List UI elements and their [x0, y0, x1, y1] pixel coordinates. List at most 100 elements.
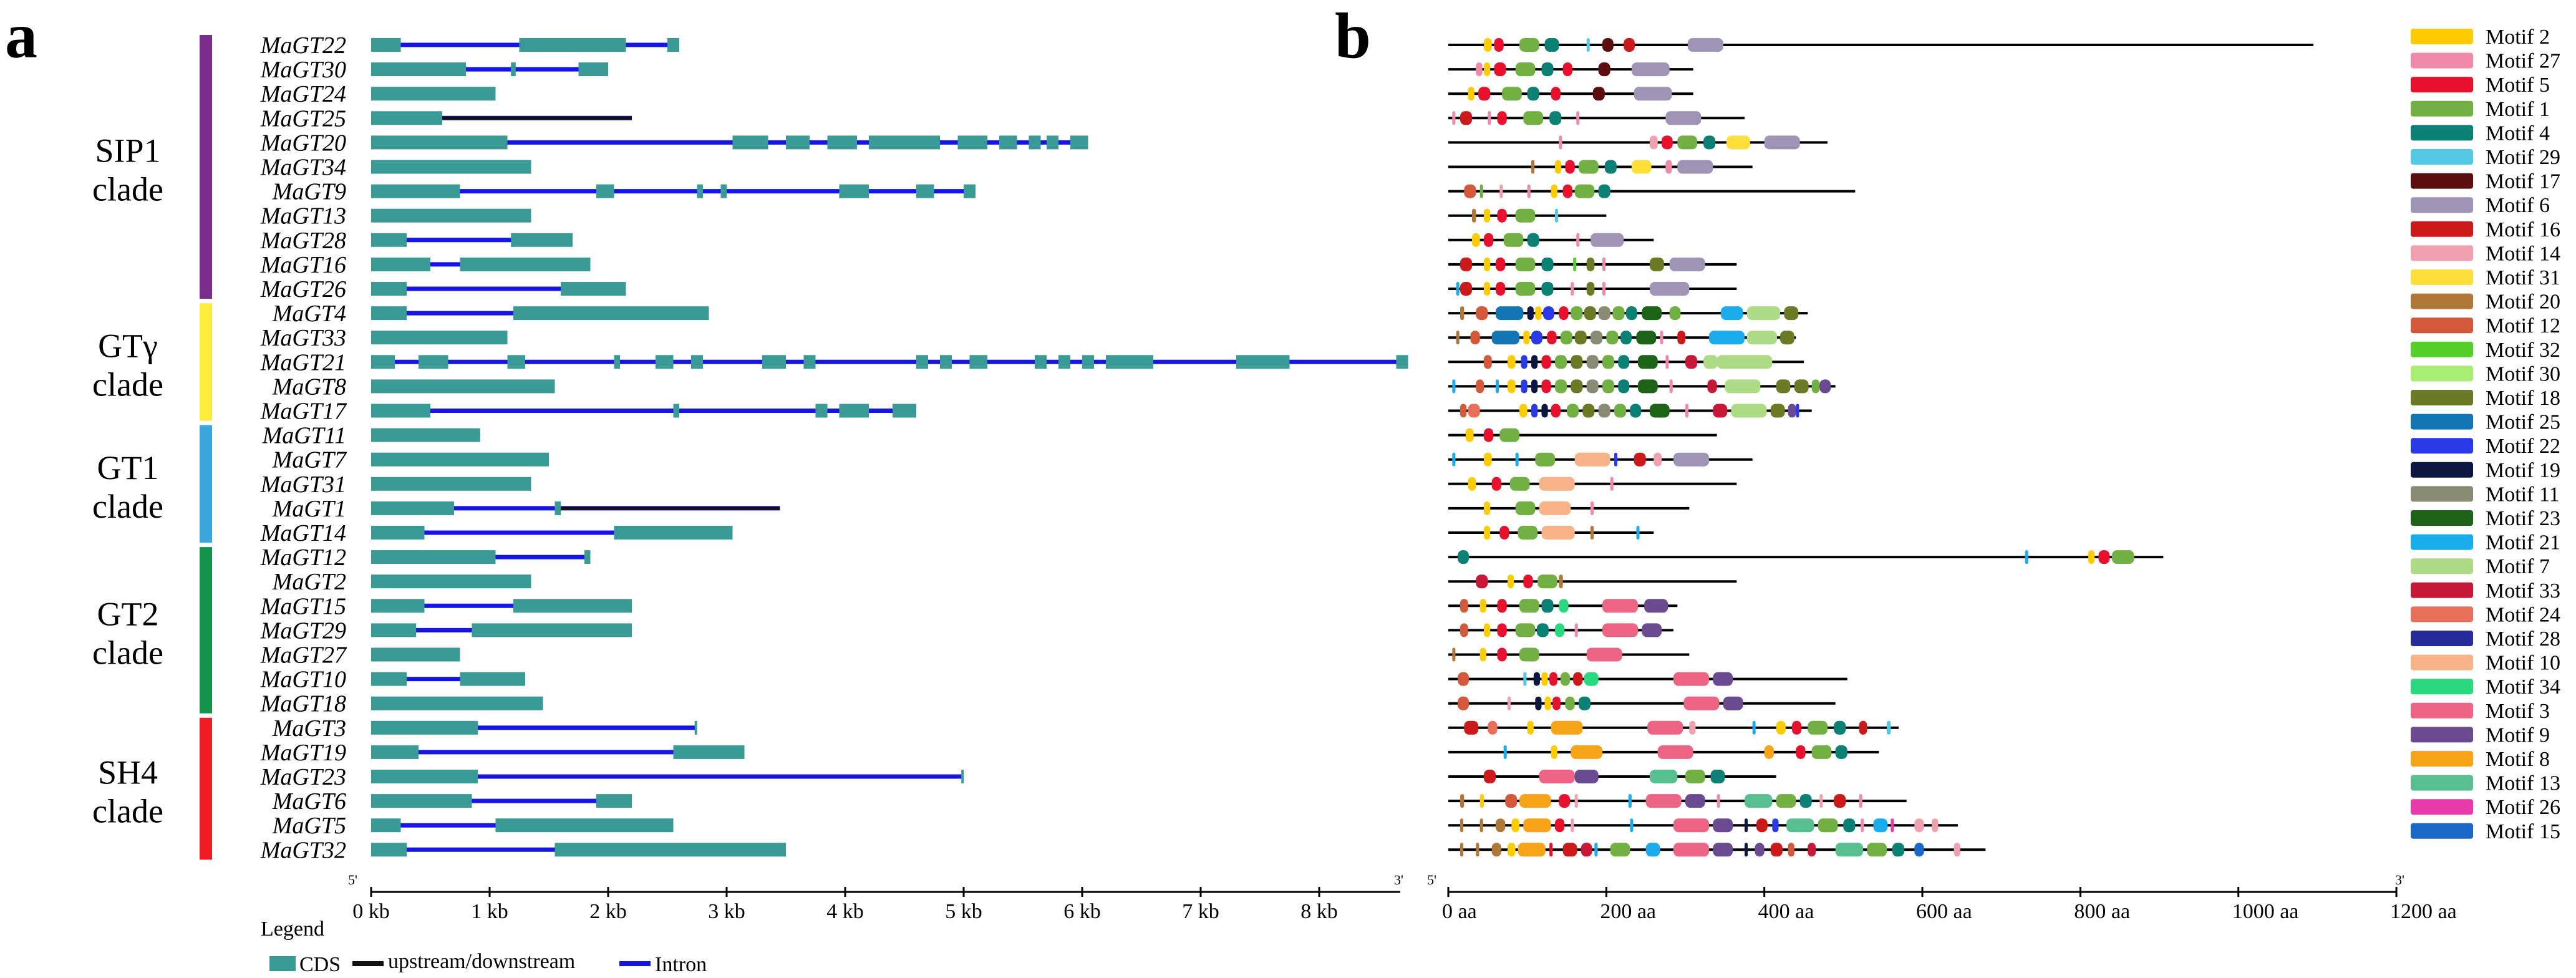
motif-motif-1 [1499, 428, 1520, 442]
motif-motif-5 [1497, 647, 1507, 662]
cds-block [460, 257, 591, 271]
motif-panel [1448, 38, 2314, 857]
motif-legend-swatch [2411, 149, 2473, 165]
motif-motif-5 [1541, 355, 1551, 369]
motif-motif-1 [1808, 720, 1828, 735]
cds-block [371, 331, 508, 345]
motif-motif-12 [1476, 379, 1484, 394]
motif-legend-label: Motif 21 [2486, 531, 2560, 554]
cds-block [614, 526, 733, 540]
cds-block [1058, 355, 1070, 369]
motif-legend-label: Motif 5 [2486, 74, 2550, 97]
motif-motif-6 [1631, 62, 1670, 77]
motif-motif-16 [1460, 282, 1473, 296]
cds-block [827, 135, 857, 150]
motif-legend-swatch [2411, 366, 2473, 382]
cds-block [940, 355, 952, 369]
motif-motif-1 [1776, 794, 1796, 808]
motif-motif-22 [1772, 818, 1779, 833]
motif-motif-1 [1571, 306, 1583, 321]
motif-motif-9 [1788, 404, 1796, 418]
motif-motif-27 [1576, 111, 1580, 125]
motif-motif-5 [1552, 696, 1561, 710]
protein-row-magt3 [1448, 720, 1899, 735]
motif-motif-4 [1541, 282, 1554, 296]
motif-motif-21 [1452, 452, 1456, 467]
gene-structure-row [371, 818, 674, 833]
motif-motif-27 [1476, 62, 1483, 77]
clade-name: SIP1 [95, 132, 160, 170]
motif-motif-12 [1476, 306, 1488, 321]
motif-motif-16 [1677, 331, 1686, 345]
protein-row-magt21 [1448, 355, 1804, 369]
motif-motif-7 [1717, 355, 1773, 369]
cds-block [673, 404, 679, 418]
motif-motif-27 [1571, 282, 1574, 296]
cds-block [1082, 355, 1094, 369]
gene-label-magt24: MaGT24 [260, 81, 346, 107]
protein-row-magt15 [1448, 599, 1678, 613]
cds-block [656, 355, 674, 369]
motif-motif-1 [1677, 135, 1698, 150]
motif-motif-8 [1551, 720, 1583, 735]
motif-motif-10 [1574, 452, 1610, 467]
cds-block [519, 38, 626, 52]
cds-block [614, 355, 620, 369]
motif-motif-1 [1579, 160, 1599, 174]
motif-motif-7 [1746, 306, 1781, 321]
motif-motif-3 [1645, 794, 1682, 808]
gene-structure-row [371, 770, 964, 783]
motif-motif-5 [1484, 428, 1494, 442]
cds-block [720, 184, 727, 198]
motif-axis-tick-label: 1000 aa [2232, 900, 2299, 923]
cds-block [667, 38, 679, 52]
motif-motif-27 [1660, 331, 1663, 345]
cds-block [371, 208, 531, 223]
motif-motif-4 [1458, 550, 1469, 564]
motif-legend-swatch [2411, 77, 2473, 93]
motif-motif-5 [1559, 306, 1569, 321]
motif-motif-18 [1794, 379, 1809, 394]
motif-motif-2 [1551, 184, 1557, 198]
motif-motif-1 [1502, 87, 1522, 101]
motif-motif-11 [1591, 331, 1603, 345]
motif-motif-32 [1573, 257, 1577, 271]
gene-structure-row [371, 111, 632, 125]
gene-structure-row [371, 794, 632, 808]
motif-legend-label: Motif 4 [2486, 122, 2550, 145]
gene-label-magt22: MaGT22 [260, 32, 346, 59]
gene-structure-row [371, 87, 496, 101]
motif-legend-label: Motif 1 [2486, 98, 2550, 121]
motif-legend-swatch [2411, 727, 2473, 743]
motif-motif-21 [1630, 818, 1634, 833]
motif-motif-2 [2088, 550, 2095, 564]
motif-motif-27 [1591, 501, 1594, 515]
motif-motif-12 [1460, 623, 1468, 637]
gene-label-magt32: MaGT32 [260, 837, 346, 863]
motif-motif-18 [1582, 404, 1595, 418]
motif-motif-6 [1665, 111, 1702, 125]
motif-motif-21 [2025, 550, 2028, 564]
motif-motif-13 [1835, 843, 1864, 857]
motif-motif-19 [1527, 306, 1534, 321]
cds-block [893, 404, 916, 418]
motif-motif-14 [1654, 452, 1662, 467]
cds-block [371, 794, 472, 808]
gene-structure-row [371, 184, 976, 198]
cds-block [371, 306, 407, 321]
motif-motif-2 [1484, 282, 1491, 296]
motif-motif-20 [1452, 647, 1456, 662]
gene-structure-row [371, 160, 531, 174]
motif-motif-2 [1484, 38, 1492, 52]
motif-motif-11 [1586, 379, 1599, 394]
gene-label-magt20: MaGT20 [260, 130, 346, 156]
motif-legend-label: Motif 19 [2486, 459, 2560, 482]
protein-row-magt30 [1448, 62, 1693, 77]
motif-motif-29 [1586, 38, 1590, 52]
clade-bar-sh4 [200, 717, 212, 860]
motif-motif-21 [1752, 720, 1756, 735]
motif-motif-5 [1523, 574, 1533, 589]
motif-motif-23 [1642, 306, 1662, 321]
motif-motif-4 [1892, 843, 1904, 857]
